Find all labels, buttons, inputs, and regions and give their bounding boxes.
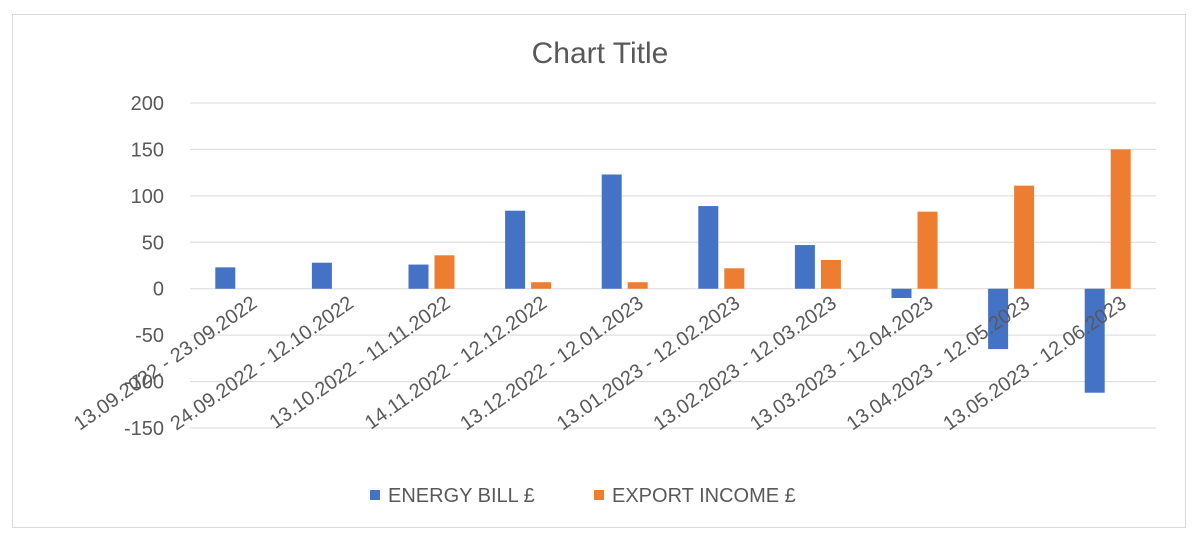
- export-income-bar: [917, 211, 938, 289]
- y-axis-ticks: 200 150 100 50 0 -50 -100 -150: [124, 93, 164, 440]
- legend-swatch: [594, 490, 604, 500]
- export-income-bar: [627, 282, 648, 289]
- y-tick-label: 200: [131, 93, 164, 115]
- x-tick-label: 24.09.2022 - 12.10.2022: [167, 292, 358, 435]
- x-tick-label: 13.09.2022 - 23.09.2022: [70, 292, 261, 435]
- energy-bill-bar: [794, 245, 815, 289]
- energy-bill-bar: [891, 288, 912, 298]
- y-tick-label: 50: [142, 232, 164, 254]
- legend: ENERGY BILL £ EXPORT INCOME £: [370, 485, 796, 507]
- export-income-bar: [820, 259, 841, 289]
- y-tick-label: -150: [124, 418, 164, 440]
- x-tick-label: 13.04.2023 - 12.05.2023: [843, 292, 1034, 435]
- y-tick-label: 150: [131, 139, 164, 161]
- energy-bill-bar: [698, 206, 719, 289]
- legend-label: ENERGY BILL £: [388, 485, 535, 507]
- x-tick-label: 13.02.2023 - 12.03.2023: [650, 292, 841, 435]
- export-income-bar: [434, 255, 455, 289]
- legend-swatch: [370, 490, 380, 500]
- x-tick-label: 13.12.2022 - 12.01.2023: [456, 292, 647, 435]
- energy-bill-bar: [1084, 288, 1105, 393]
- energy-bill-bar: [601, 174, 622, 289]
- chart-title: Chart Title: [532, 37, 669, 70]
- y-tick-label: -100: [124, 372, 164, 394]
- legend-label: EXPORT INCOME £: [612, 485, 796, 507]
- energy-bill-bar: [311, 262, 332, 289]
- export-income-bar: [1110, 149, 1131, 289]
- energy-bill-bar: [215, 267, 236, 289]
- export-income-bar: [531, 282, 552, 289]
- export-income-bar: [724, 268, 745, 289]
- export-income-bar: [1014, 185, 1035, 289]
- y-tick-label: 100: [131, 186, 164, 208]
- energy-bill-bar: [988, 288, 1009, 350]
- energy-bill-bar: [505, 210, 526, 289]
- chart-frame: [12, 14, 1186, 528]
- y-tick-label: 0: [153, 279, 164, 301]
- x-tick-label: 13.10.2022 - 11.11.2022: [266, 292, 455, 433]
- y-tick-label: -50: [135, 325, 164, 347]
- x-tick-label: 13.03.2023 - 12.04.2023: [746, 292, 937, 435]
- x-tick-label: 14.11.2022 - 12.12.2022: [361, 292, 551, 434]
- x-tick-label: 13.01.2023 - 12.02.2023: [553, 292, 744, 435]
- bars: [215, 149, 1131, 393]
- energy-bill-bar: [408, 264, 429, 289]
